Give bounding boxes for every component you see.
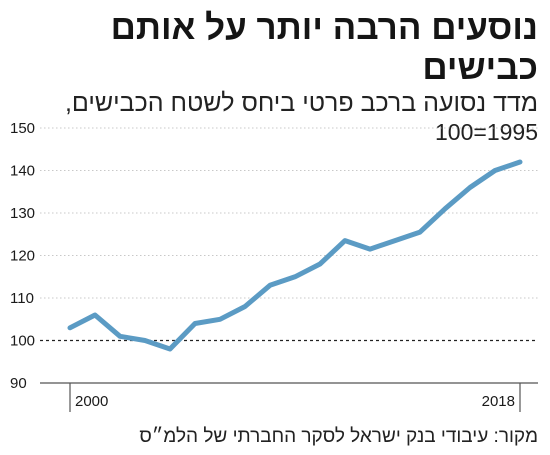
chart-title: נוסעים הרבה יותר על אותם כבישים [110,8,538,87]
x-tick-label-2018: 2018 [482,393,515,410]
y-tick-label-90: 90 [10,375,27,392]
y-tick-label-140: 140 [10,163,35,180]
chart-area: 90 100 110 120 130 140 150 2000 2018 [0,110,550,420]
source-note: מקור: עיבודי בנק ישראל לסקר החברתי של הל… [139,426,538,447]
y-tick-label-150: 150 [10,120,35,137]
index-base-note: 100=1995 [435,119,538,145]
chart-header: נוסעים הרבה יותר על אותם כבישים מדד נסוע… [12,8,538,146]
y-tick-label-100: 100 [10,333,35,350]
line-chart: 90 100 110 120 130 140 150 2000 2018 [10,120,538,412]
y-tick-label-110: 110 [10,290,34,307]
y-tick-label-130: 130 [10,205,35,222]
x-tick-label-2000: 2000 [75,393,108,410]
y-tick-label-120: 120 [10,248,35,265]
chart-subtitle: מדד נסועה ברכב פרטי ביחס לשטח הכבישים, [64,89,538,117]
